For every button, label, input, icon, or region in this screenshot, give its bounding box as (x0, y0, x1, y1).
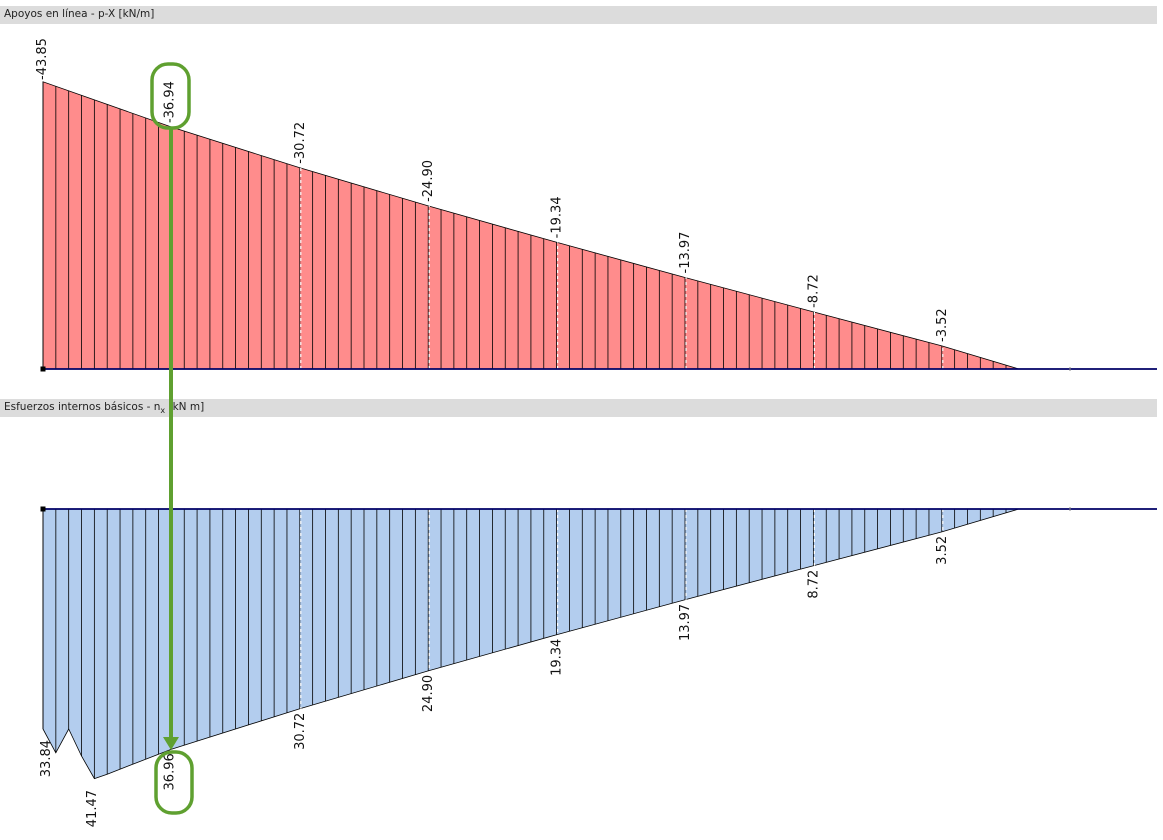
bottom-panel-title: Esfuerzos internos básicos - nx [kN m] (4, 401, 204, 415)
bottom-start-node (40, 506, 46, 512)
top-value-label: -30.72 (293, 122, 308, 164)
bottom-title-suffix: [kN m] (165, 401, 205, 413)
bottom-highlight-oval (154, 750, 194, 815)
link-arrow-head (163, 737, 179, 750)
bottom-value-label: 33.84 (39, 740, 54, 777)
top-value-label: -43.85 (35, 38, 50, 80)
bottom-panel-header: Esfuerzos internos básicos - nx [kN m] (0, 399, 1157, 417)
top-start-node (40, 366, 46, 372)
bottom-value-label: 19.34 (550, 639, 565, 676)
top-panel-title: Apoyos en línea - p-X [kN/m] (4, 8, 155, 20)
bottom-value-label: 8.72 (806, 570, 821, 599)
bottom-value-label: 36.96 (162, 753, 177, 790)
bottom-value-label: 41.47 (85, 790, 100, 827)
bottom-value-label: 3.52 (935, 536, 950, 565)
bottom-value-label: 30.72 (293, 713, 308, 750)
top-value-label: -24.90 (421, 160, 436, 202)
bottom-title-prefix: Esfuerzos internos básicos - n (4, 401, 161, 413)
bottom-title-subscript: x (160, 406, 166, 416)
top-panel-header: Apoyos en línea - p-X [kN/m] (0, 6, 1157, 24)
top-value-label: -36.94 (162, 81, 177, 123)
bottom-area (42, 508, 1135, 780)
bottom-value-label: 24.90 (421, 675, 436, 712)
top-area (42, 81, 1135, 370)
top-value-label: -13.97 (678, 232, 693, 274)
top-value-label: -19.34 (550, 196, 565, 238)
top-value-label: -8.72 (806, 274, 821, 308)
bottom-value-label: 13.97 (678, 604, 693, 641)
top-value-label: -3.52 (935, 308, 950, 342)
